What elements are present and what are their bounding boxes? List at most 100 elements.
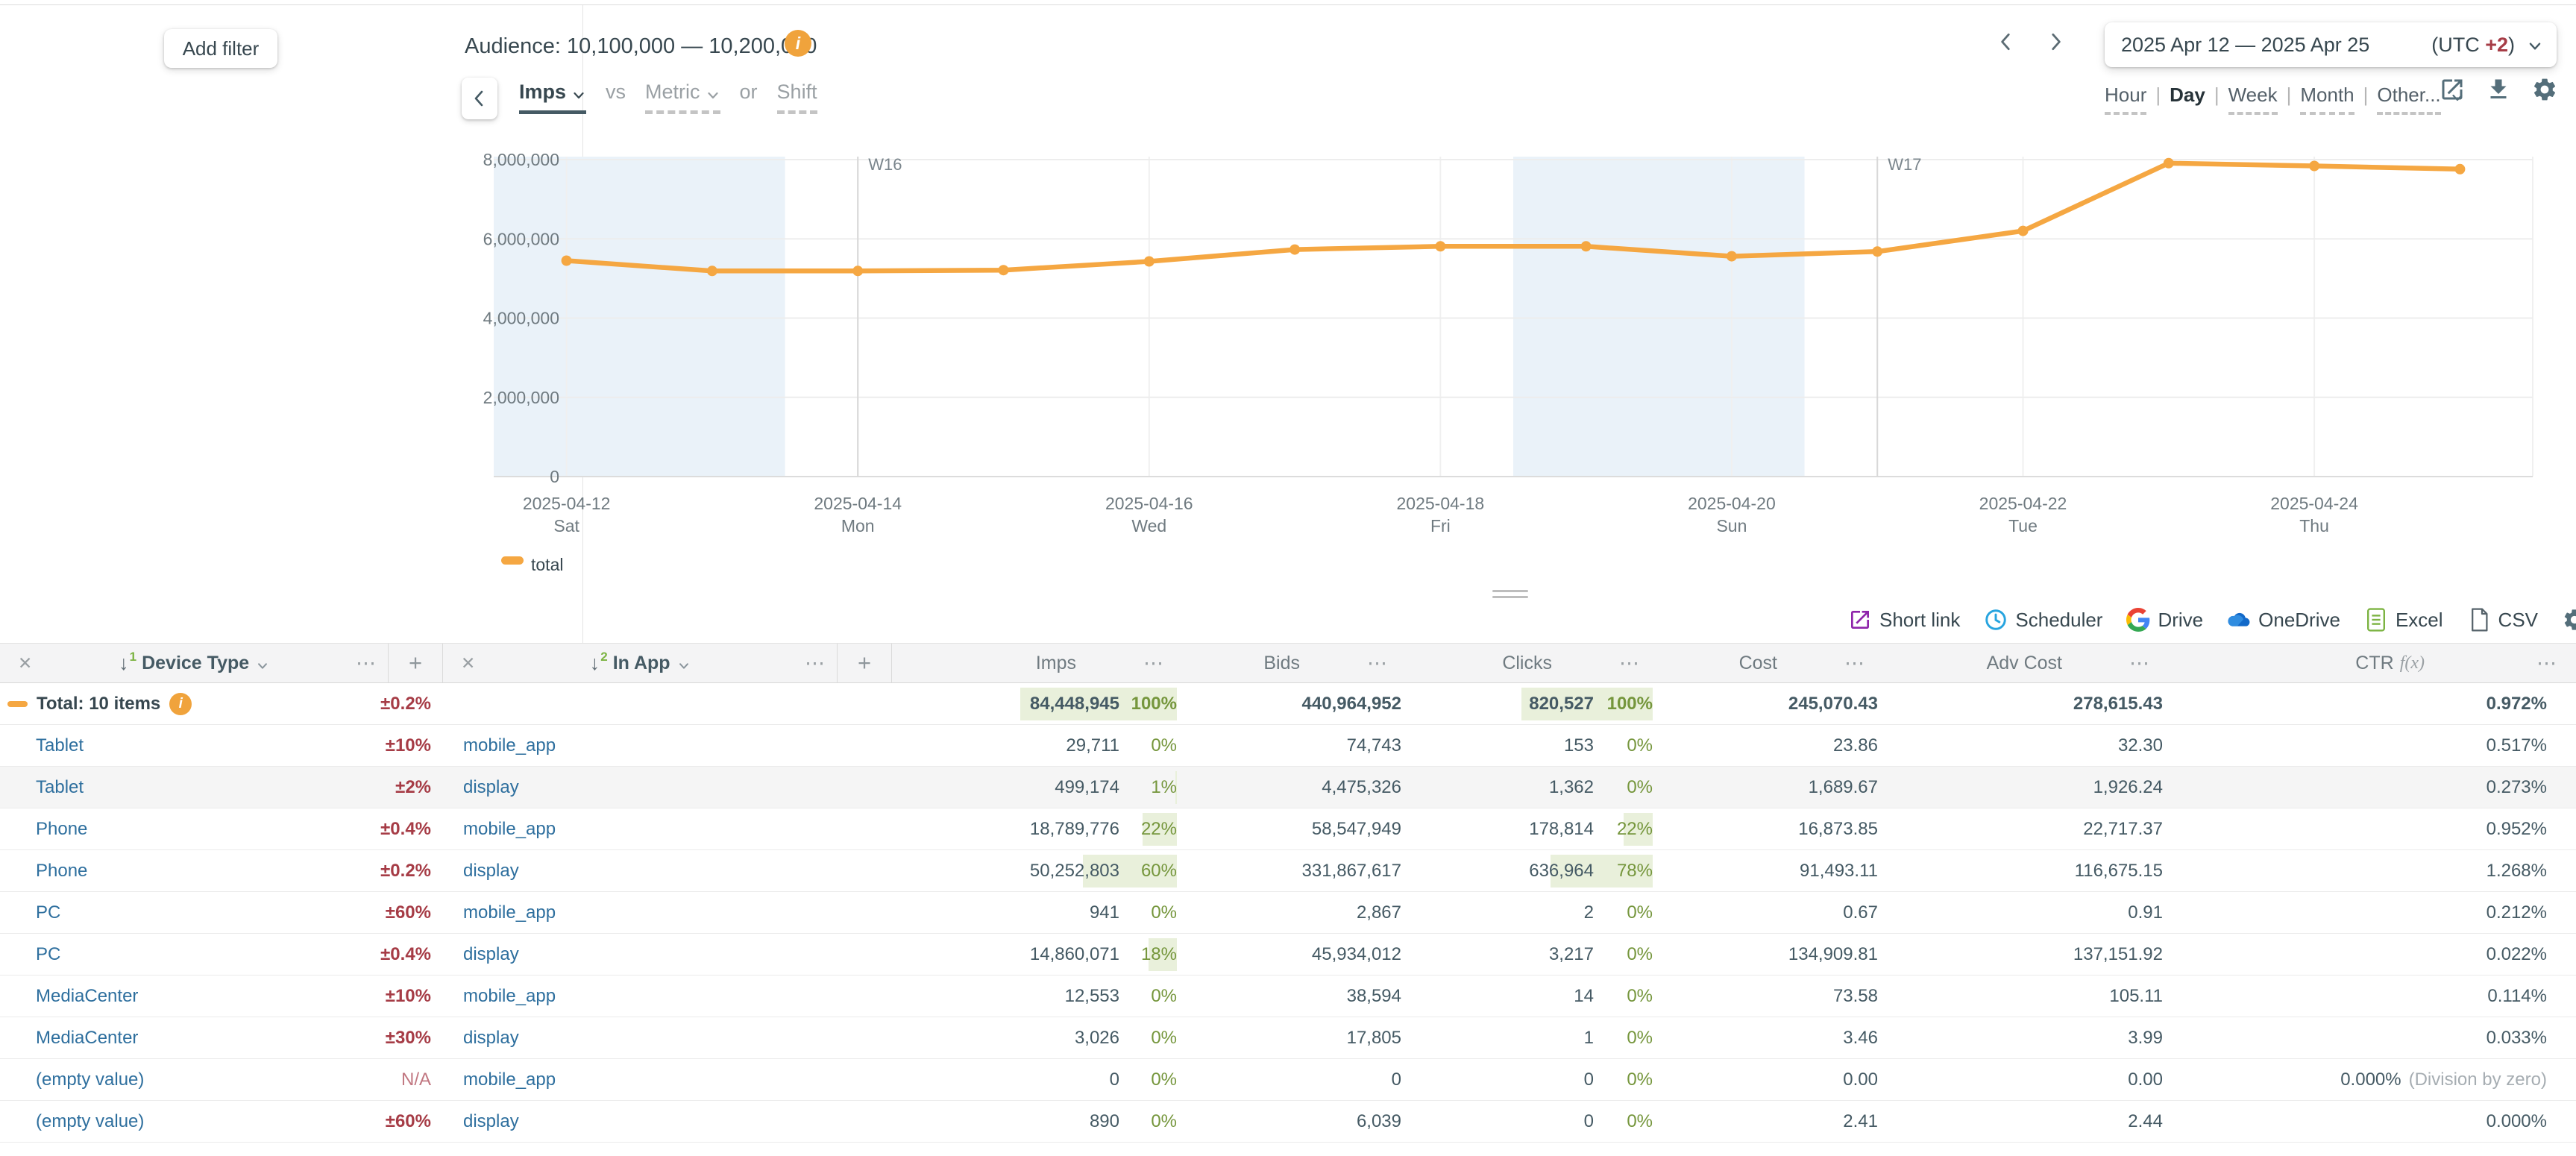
metric-cell: 0.212% xyxy=(2169,892,2576,933)
granularity-option-hour[interactable]: Hour xyxy=(2105,84,2147,115)
svg-text:Wed: Wed xyxy=(1131,516,1166,535)
metric-value: 16,873.85 xyxy=(1798,818,1878,839)
export-scheduler-button[interactable]: Scheduler xyxy=(1984,608,2102,632)
total-info-icon[interactable]: i xyxy=(169,692,192,715)
short-link-label: Short link xyxy=(1879,608,1961,631)
inapp-cell: display xyxy=(443,850,892,891)
value-share-bar xyxy=(1142,813,1177,846)
primary-metric-dropdown[interactable]: Imps xyxy=(519,81,587,114)
add-filter-button[interactable]: Add filter xyxy=(164,29,277,68)
audience-info-icon[interactable]: i xyxy=(785,30,811,57)
granularity-option-other[interactable]: Other... xyxy=(2377,84,2441,115)
table-row[interactable]: Tablet ±10% mobile_app 29,711 0% 74,743 153 0% 2… xyxy=(0,725,2576,767)
inapp-link[interactable]: display xyxy=(463,943,519,964)
inapp-link[interactable]: mobile_app xyxy=(463,1069,556,1090)
add-dimension-button[interactable]: + xyxy=(388,644,443,682)
inapp-link[interactable]: display xyxy=(463,1111,519,1131)
metric-value: 29,711 xyxy=(1066,735,1119,756)
metric-cell: 440,964,952 xyxy=(1183,683,1407,724)
device-type-link[interactable]: MediaCenter xyxy=(36,1027,139,1048)
granularity-option-day[interactable]: Day xyxy=(2170,84,2205,106)
dimension-sort-control[interactable]: ↓ 2 In App xyxy=(590,650,691,675)
inapp-link[interactable]: mobile_app xyxy=(463,735,556,756)
device-type-link[interactable]: (empty value) xyxy=(36,1069,145,1090)
granularity-option-week[interactable]: Week xyxy=(2228,84,2278,115)
table-row[interactable]: MediaCenter ±30% display 3,026 0% 17,805 1 0% 3.… xyxy=(0,1017,2576,1059)
device-type-link[interactable]: PC xyxy=(36,943,61,964)
metric-cell: 3.99 xyxy=(1884,1017,2169,1058)
table-settings-gear-icon[interactable] xyxy=(2562,607,2576,632)
column-menu-icon[interactable]: ⋯ xyxy=(1619,652,1641,674)
column-menu-icon[interactable]: ⋯ xyxy=(2129,652,2151,674)
column-menu-icon[interactable]: ⋯ xyxy=(805,652,826,674)
metric-value: 3.99 xyxy=(2128,1027,2163,1048)
metric-cell: 2,867 xyxy=(1183,892,1407,933)
column-menu-icon[interactable]: ⋯ xyxy=(1143,652,1165,674)
chevron-left-card-button[interactable] xyxy=(462,78,497,119)
device-type-link[interactable]: PC xyxy=(36,902,61,923)
shift-toggle[interactable]: Shift xyxy=(776,81,817,114)
device-type-link[interactable]: Tablet xyxy=(36,735,84,756)
column-menu-icon[interactable]: ⋯ xyxy=(356,652,377,674)
remove-dimension-icon[interactable]: ✕ xyxy=(461,653,476,673)
table-total-row[interactable]: Total: 10 items i ±0.2% 84,448,945 100% 440,9… xyxy=(0,683,2576,725)
inapp-link[interactable]: display xyxy=(463,860,519,881)
inapp-cell: mobile_app xyxy=(443,976,892,1017)
export-onedrive-button[interactable]: OneDrive xyxy=(2227,608,2340,632)
add-dimension-button[interactable]: + xyxy=(837,644,892,682)
table-row[interactable]: PC ±60% mobile_app 941 0% 2,867 2 0% 0.67 0.91 0.2… xyxy=(0,892,2576,934)
date-prev-button[interactable] xyxy=(1996,31,2017,52)
table-row[interactable]: PC ±0.4% display 14,860,071 18% 45,934,012 3,2… xyxy=(0,934,2576,976)
table-row[interactable]: MediaCenter ±10% mobile_app 12,553 0% 38,594 1… xyxy=(0,976,2576,1017)
separator: | xyxy=(2363,84,2369,106)
metric-cell: 1.268% xyxy=(2169,850,2576,891)
sort-arrow-icon: ↓ xyxy=(119,651,129,674)
export-short-link-button[interactable]: Short link xyxy=(1848,608,1960,632)
short-link-icon xyxy=(1848,608,1872,632)
column-menu-icon[interactable]: ⋯ xyxy=(1367,652,1389,674)
export-excel-button[interactable]: Excel xyxy=(2364,608,2443,632)
inapp-link[interactable]: display xyxy=(463,1027,519,1048)
remove-dimension-icon[interactable]: ✕ xyxy=(18,653,33,673)
download-icon[interactable] xyxy=(2485,76,2512,103)
column-menu-icon[interactable]: ⋯ xyxy=(1844,652,1866,674)
date-next-button[interactable] xyxy=(2045,31,2066,52)
date-range-picker[interactable]: 2025 Apr 12 — 2025 Apr 25 (UTC +2) xyxy=(2105,22,2557,67)
granularity-option-month[interactable]: Month xyxy=(2300,84,2354,115)
compare-metric-dropdown[interactable]: Metric xyxy=(645,81,720,114)
granularity-switcher: Hour | Day | Week | Month | Other... xyxy=(2105,84,2465,115)
inapp-link[interactable]: mobile_app xyxy=(463,902,556,923)
metric-cell: 73.58 xyxy=(1659,976,1884,1017)
metric-cell: 2.44 xyxy=(1884,1101,2169,1142)
table-row[interactable]: Phone ±0.2% display 50,252,803 60% 331,867,61… xyxy=(0,850,2576,892)
dimension-sort-control[interactable]: ↓ 1 Device Type xyxy=(119,650,269,675)
column-menu-icon[interactable]: ⋯ xyxy=(2536,652,2558,674)
total-series-swatch xyxy=(7,700,28,707)
dimension-label: Device Type xyxy=(142,652,250,673)
table-row[interactable]: (empty value) ±60% display 890 0% 6,039 0 0% 2.4… xyxy=(0,1101,2576,1143)
inapp-link[interactable]: display xyxy=(463,776,519,797)
metric-percent: 0% xyxy=(1627,776,1653,797)
inapp-link[interactable]: mobile_app xyxy=(463,985,556,1006)
device-type-link[interactable]: Phone xyxy=(36,860,88,881)
timeseries-line-chart[interactable]: 0 2,000,000 4,000,000 6,000,000 8,000,000 W16… xyxy=(224,142,2551,589)
table-row[interactable]: Tablet ±2% display 499,174 1% 4,475,326 1,362 0… xyxy=(0,767,2576,808)
export-csv-button[interactable]: CSV xyxy=(2467,608,2538,632)
settings-gear-icon[interactable] xyxy=(2531,76,2558,103)
tolerance-value: ±60% xyxy=(385,902,431,923)
device-type-link[interactable]: (empty value) xyxy=(36,1111,145,1131)
audience-filter-label[interactable]: Audience: 10,100,000 — 10,200,000 xyxy=(465,34,817,58)
metric-cell: 58,547,949 xyxy=(1183,808,1407,849)
export-drive-button[interactable]: Drive xyxy=(2126,608,2203,632)
device-type-link[interactable]: MediaCenter xyxy=(36,985,139,1006)
open-in-new-icon[interactable] xyxy=(2439,76,2466,103)
metric-value: 0.273% xyxy=(2486,776,2547,797)
inapp-link[interactable]: mobile_app xyxy=(463,818,556,839)
device-type-link[interactable]: Phone xyxy=(36,818,88,839)
table-row[interactable]: Phone ±0.4% mobile_app 18,789,776 22% 58,547,… xyxy=(0,808,2576,850)
metric-value: 0.517% xyxy=(2486,735,2547,756)
device-type-link[interactable]: Tablet xyxy=(36,776,84,797)
panel-resize-handle[interactable] xyxy=(1492,590,1528,602)
value-share-bar xyxy=(1083,855,1177,888)
table-row[interactable]: (empty value) N/A mobile_app 0 0% 0 0 0% 0.00 0.0… xyxy=(0,1059,2576,1101)
